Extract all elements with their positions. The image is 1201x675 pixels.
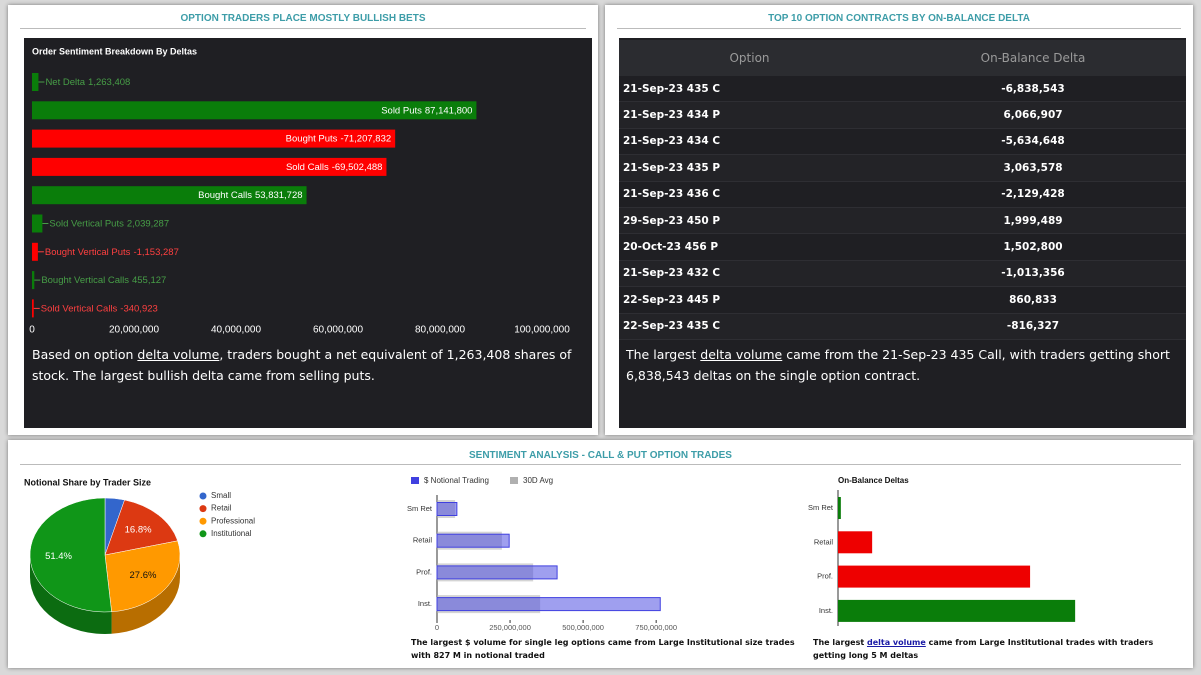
column-header: On-Balance Delta bbox=[880, 40, 1186, 76]
summary-text: Based on option bbox=[32, 347, 138, 362]
table-cell: -1,013,356 bbox=[880, 260, 1186, 288]
panel-title: TOP 10 OPTION CONTRACTS BY ON-BALANCE DE… bbox=[768, 13, 1030, 24]
table-cell: 29-Sep-23 450 P bbox=[619, 207, 880, 235]
table-cell: 1,999,489 bbox=[880, 207, 1186, 235]
summary-link[interactable]: delta volume bbox=[137, 347, 220, 362]
table-cell: 21-Sep-23 435 C bbox=[619, 76, 880, 103]
table-row: 21-Sep-23 435 P 3,063,578 bbox=[619, 154, 1186, 182]
table-cell: 20-Oct-23 456 P bbox=[619, 233, 880, 261]
table-row: 22-Sep-23 435 C -816,327 bbox=[619, 313, 1186, 340]
chart-caption: The largest $ volume for single leg opti… bbox=[411, 638, 795, 660]
table-cell: 6,066,907 bbox=[880, 101, 1186, 129]
table-row: 21-Sep-23 435 C -6,838,543 bbox=[619, 76, 1186, 103]
table-cell: -5,634,648 bbox=[880, 128, 1186, 156]
sentiment-panel: SENTIMENT ANALYSIS - CALL & PUT OPTION T… bbox=[8, 440, 1193, 668]
table-cell: 21-Sep-23 434 C bbox=[619, 128, 880, 156]
table-row: 21-Sep-23 434 C -5,634,648 bbox=[619, 128, 1186, 156]
panel-title: OPTION TRADERS PLACE MOSTLY BULLISH BETS bbox=[180, 13, 426, 24]
title-rule bbox=[617, 28, 1181, 29]
table-cell: 1,502,800 bbox=[880, 233, 1186, 261]
table-cell: 21-Sep-23 436 C bbox=[619, 181, 880, 208]
chart-caption: The largest delta volume came from Large… bbox=[813, 636, 1185, 662]
table-row: 21-Sep-23 432 C -1,013,356 bbox=[619, 260, 1186, 288]
summary-text: The largest bbox=[626, 347, 701, 362]
summary: Based on option delta volume, traders bo… bbox=[32, 344, 582, 386]
table-cell: 860,833 bbox=[880, 286, 1186, 314]
deltas-panel: OPTION TRADERS PLACE MOSTLY BULLISH BETS… bbox=[8, 5, 598, 435]
table-cell: 21-Sep-23 435 P bbox=[619, 154, 880, 182]
contracts-panel: TOP 10 OPTION CONTRACTS BY ON-BALANCE DE… bbox=[605, 5, 1193, 435]
table-row: 20-Oct-23 456 P 1,502,800 bbox=[619, 233, 1186, 261]
summary-link[interactable]: delta volume bbox=[700, 347, 783, 362]
table-cell: 3,063,578 bbox=[880, 154, 1186, 182]
table-cell: 21-Sep-23 432 C bbox=[619, 260, 880, 288]
panel-title: SENTIMENT ANALYSIS - CALL & PUT OPTION T… bbox=[469, 450, 732, 461]
table-cell: -6,838,543 bbox=[880, 76, 1186, 103]
table-cell: 21-Sep-23 434 P bbox=[619, 101, 880, 129]
table-cell: 22-Sep-23 445 P bbox=[619, 286, 880, 314]
table-row: 21-Sep-23 436 C -2,129,428 bbox=[619, 181, 1186, 208]
summary-text: , traders bought a net equivalent of 1,2… bbox=[32, 347, 572, 383]
table-cell: -816,327 bbox=[880, 313, 1186, 340]
table-row: 21-Sep-23 434 P 6,066,907 bbox=[619, 101, 1186, 129]
caption-text: The largest bbox=[813, 638, 867, 647]
title-rule bbox=[20, 464, 1181, 465]
table-cell: 22-Sep-23 435 C bbox=[619, 313, 880, 340]
caption-link[interactable]: delta volume bbox=[866, 638, 926, 647]
table-cell: -2,129,428 bbox=[880, 181, 1186, 208]
caption-text: came from Large Institutional trades wit… bbox=[813, 638, 1154, 660]
summary: The largest delta volume came from the 2… bbox=[626, 344, 1171, 386]
table-row: 22-Sep-23 445 P 860,833 bbox=[619, 286, 1186, 314]
column-header: Option bbox=[619, 40, 880, 76]
summary-text: came from the 21-Sep-23 435 Call, with t… bbox=[626, 347, 1170, 383]
contracts-table: Option On-Balance Delta 21-Sep-23 435 C -6… bbox=[619, 40, 1186, 340]
title-rule bbox=[20, 28, 586, 29]
table-row: 29-Sep-23 450 P 1,999,489 bbox=[619, 207, 1186, 235]
